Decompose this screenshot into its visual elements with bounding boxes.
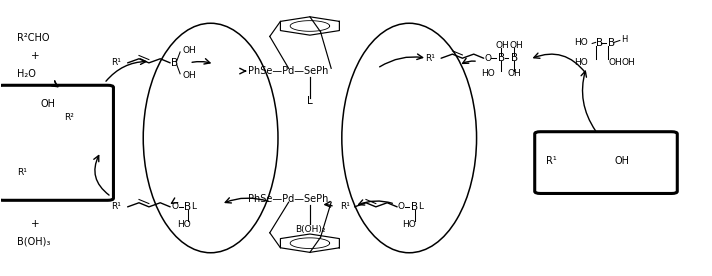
Text: B: B (184, 202, 192, 212)
Text: R¹: R¹ (111, 202, 121, 211)
Text: OH: OH (41, 99, 56, 109)
Text: +: + (31, 219, 40, 229)
Text: OH: OH (614, 156, 629, 166)
Text: H: H (622, 35, 627, 44)
Text: B: B (498, 53, 505, 63)
Text: L: L (307, 96, 313, 106)
Text: HO: HO (177, 220, 191, 229)
Text: R¹: R¹ (111, 58, 121, 67)
Text: OH: OH (496, 41, 510, 50)
FancyBboxPatch shape (0, 85, 113, 200)
Text: L: L (192, 202, 197, 211)
Text: R̄¹: R̄¹ (17, 168, 27, 177)
Text: H₂O: H₂O (17, 69, 36, 79)
Text: OH: OH (182, 46, 196, 55)
Text: B: B (511, 53, 518, 63)
Text: O: O (398, 202, 405, 211)
Text: OH: OH (622, 57, 635, 67)
Text: R¹: R¹ (340, 202, 350, 211)
Text: OH: OH (508, 69, 521, 78)
Text: PhSe—Pd—SePh: PhSe—Pd—SePh (248, 66, 328, 76)
Text: OH: OH (182, 71, 196, 80)
Text: R²CHO: R²CHO (17, 33, 50, 43)
Text: R¹: R¹ (426, 54, 435, 63)
Text: B(OH)₂: B(OH)₂ (295, 225, 325, 234)
Text: HO: HO (481, 69, 495, 78)
FancyBboxPatch shape (535, 132, 677, 193)
Text: B: B (171, 58, 178, 68)
Text: HO: HO (575, 38, 588, 47)
Text: R²: R² (64, 113, 73, 122)
Text: B: B (412, 202, 419, 212)
Text: +: + (31, 51, 40, 61)
Text: HO: HO (575, 57, 588, 67)
Text: OH: OH (609, 57, 622, 67)
Text: PhSe—Pd—SePh: PhSe—Pd—SePh (248, 195, 328, 205)
Text: OH: OH (509, 41, 523, 50)
Text: O: O (172, 202, 179, 211)
Text: HO: HO (402, 220, 416, 229)
Text: B: B (596, 38, 603, 48)
Text: B(OH)₃: B(OH)₃ (17, 237, 51, 247)
Text: O: O (484, 54, 491, 63)
Text: R¹: R¹ (546, 156, 557, 166)
Text: L: L (419, 202, 424, 211)
Text: B: B (609, 38, 616, 48)
